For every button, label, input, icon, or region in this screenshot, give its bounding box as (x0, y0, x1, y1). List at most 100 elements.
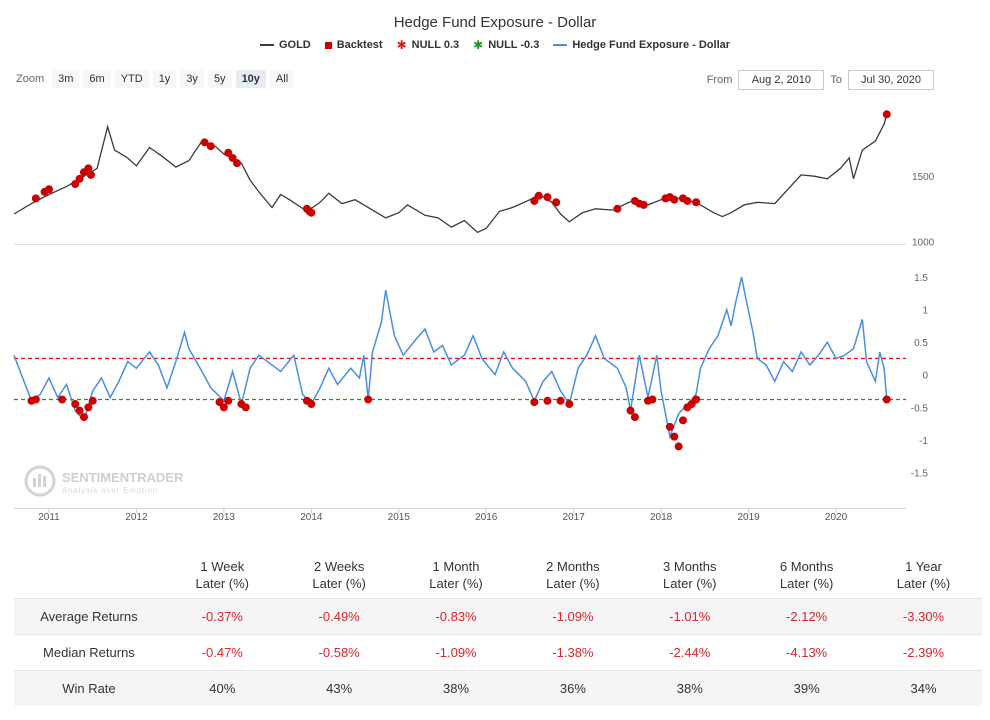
backtest-point-lower[interactable] (882, 395, 891, 404)
x-tick-label: 2011 (38, 512, 60, 523)
stats-cell: -1.01% (669, 609, 711, 624)
legend-item[interactable]: ✱ NULL -0.3 (473, 39, 539, 51)
legend-line-icon (553, 44, 568, 46)
legend-item[interactable]: ✱ NULL 0.3 (397, 39, 460, 51)
zoom-button-ytd[interactable]: YTD (114, 70, 149, 88)
backtest-point-upper[interactable] (307, 208, 316, 217)
zoom-button-all[interactable]: All (269, 70, 295, 88)
x-tick-label: 2014 (300, 512, 323, 523)
backtest-point-lower[interactable] (79, 413, 88, 422)
stats-cell: 38% (443, 681, 470, 696)
backtest-point-lower[interactable] (670, 432, 679, 441)
backtest-point-upper[interactable] (613, 204, 622, 213)
stats-row: Median Returns -0.47% -0.58% -1.09% -1.38% -2… (14, 634, 982, 670)
backtest-point-lower[interactable] (241, 403, 250, 412)
backtest-point-lower[interactable] (648, 395, 657, 404)
exposure-series-line[interactable] (13, 276, 888, 440)
backtest-point-lower[interactable] (84, 403, 93, 412)
backtest-point-upper[interactable] (200, 138, 209, 147)
stats-column-header: 2 Months Later (%) (546, 559, 600, 591)
zoom-button-5y[interactable]: 5y (207, 70, 232, 88)
backtest-point-upper[interactable] (206, 142, 215, 151)
y-tick-label-upper: 1500 (912, 172, 935, 183)
backtest-point-lower[interactable] (71, 400, 80, 409)
backtest-point-lower[interactable] (674, 442, 683, 451)
stats-column-header: 1 Year Later (%) (896, 559, 951, 591)
stats-cell: 38% (676, 681, 703, 696)
legend-label: NULL 0.3 (411, 39, 460, 51)
backtest-point-lower[interactable] (307, 400, 316, 409)
from-date-input[interactable]: Aug 2, 2010 (738, 70, 825, 90)
backtest-point-upper[interactable] (233, 159, 241, 168)
stats-cell: 34% (910, 681, 937, 696)
stats-header-corner (14, 556, 164, 598)
backtest-point-lower[interactable] (692, 395, 701, 404)
backtest-point-lower[interactable] (565, 400, 574, 409)
backtest-point-upper[interactable] (670, 195, 679, 204)
backtest-point-lower[interactable] (543, 396, 552, 405)
backtest-point-lower[interactable] (630, 413, 639, 422)
stats-cell: -3.30% (902, 609, 945, 624)
y-tick-label-lower: -0.5 (911, 403, 929, 414)
backtest-point-upper[interactable] (86, 170, 95, 179)
watermark-tagline: Analysis over Emotion (62, 486, 158, 495)
zoom-button-6m[interactable]: 6m (83, 70, 111, 88)
backtest-point-lower[interactable] (88, 396, 97, 405)
gold-series-line[interactable] (13, 114, 888, 234)
watermark-name: SENTIMENTRADER (62, 470, 184, 485)
legend-item[interactable]: Hedge Fund Exposure - Dollar (553, 39, 730, 51)
stats-cell: 39% (793, 681, 820, 696)
backtest-point-lower[interactable] (679, 416, 687, 425)
backtest-point-upper[interactable] (639, 200, 648, 209)
watermark-bar-icon (33, 478, 36, 487)
legend-label: Backtest (336, 39, 383, 51)
backtest-point-lower[interactable] (58, 395, 67, 404)
stats-cell: -0.58% (318, 645, 360, 660)
zoom-button-10y[interactable]: 10y (235, 70, 266, 88)
legend-star-icon: ✱ (396, 38, 407, 52)
to-date-input[interactable]: Jul 30, 2020 (848, 70, 934, 90)
zoom-button-1y[interactable]: 1y (152, 70, 177, 88)
backtest-point-upper[interactable] (534, 191, 543, 200)
legend-item[interactable]: Backtest (324, 39, 383, 51)
backtest-point-lower[interactable] (665, 422, 674, 431)
watermark-bar-icon (38, 474, 41, 487)
watermark-logo-icon (24, 465, 56, 497)
backtest-point-lower[interactable] (31, 395, 40, 404)
chart-title: Hedge Fund Exposure - Dollar (393, 14, 597, 31)
stats-cell: -2.12% (786, 609, 828, 624)
backtest-point-lower[interactable] (530, 398, 539, 407)
stats-cell: -1.09% (552, 609, 594, 624)
y-tick-label-lower: 1 (922, 306, 928, 317)
x-tick-label: 2015 (388, 512, 411, 523)
backtest-point-upper[interactable] (692, 198, 701, 207)
backtest-point-lower[interactable] (364, 395, 373, 404)
backtest-point-upper[interactable] (543, 193, 552, 202)
backtest-point-lower[interactable] (219, 403, 228, 412)
backtest-point-upper[interactable] (84, 164, 93, 173)
backtest-point-upper[interactable] (683, 196, 692, 205)
legend-star-icon: ✱ (473, 38, 484, 52)
backtest-point-upper[interactable] (44, 185, 53, 194)
legend-label: Hedge Fund Exposure - Dollar (572, 39, 731, 51)
backtest-point-upper[interactable] (882, 110, 891, 119)
x-tick-label: 2018 (650, 512, 673, 523)
backtest-point-upper[interactable] (31, 194, 40, 203)
stats-header-row: 1 Week Later (%) 2 Weeks Later (%) 1 Month… (14, 556, 982, 598)
backtest-point-lower[interactable] (626, 406, 635, 415)
stats-row-label: Median Returns (43, 645, 135, 660)
backtest-point-lower[interactable] (556, 396, 565, 405)
stats-column-header: 1 Month Later (%) (429, 559, 483, 591)
y-tick-label-lower: 0 (922, 371, 928, 382)
backtest-point-upper[interactable] (552, 198, 561, 207)
zoom-button-3m[interactable]: 3m (52, 70, 80, 88)
zoom-button-3y[interactable]: 3y (180, 70, 204, 88)
backtest-point-lower[interactable] (75, 406, 84, 415)
backtest-point-upper[interactable] (75, 174, 84, 183)
x-tick-label: 2013 (213, 512, 236, 523)
backtest-point-lower[interactable] (224, 396, 233, 405)
legend-item[interactable]: GOLD (259, 39, 311, 51)
y-tick-label-lower: 1.5 (914, 273, 928, 284)
